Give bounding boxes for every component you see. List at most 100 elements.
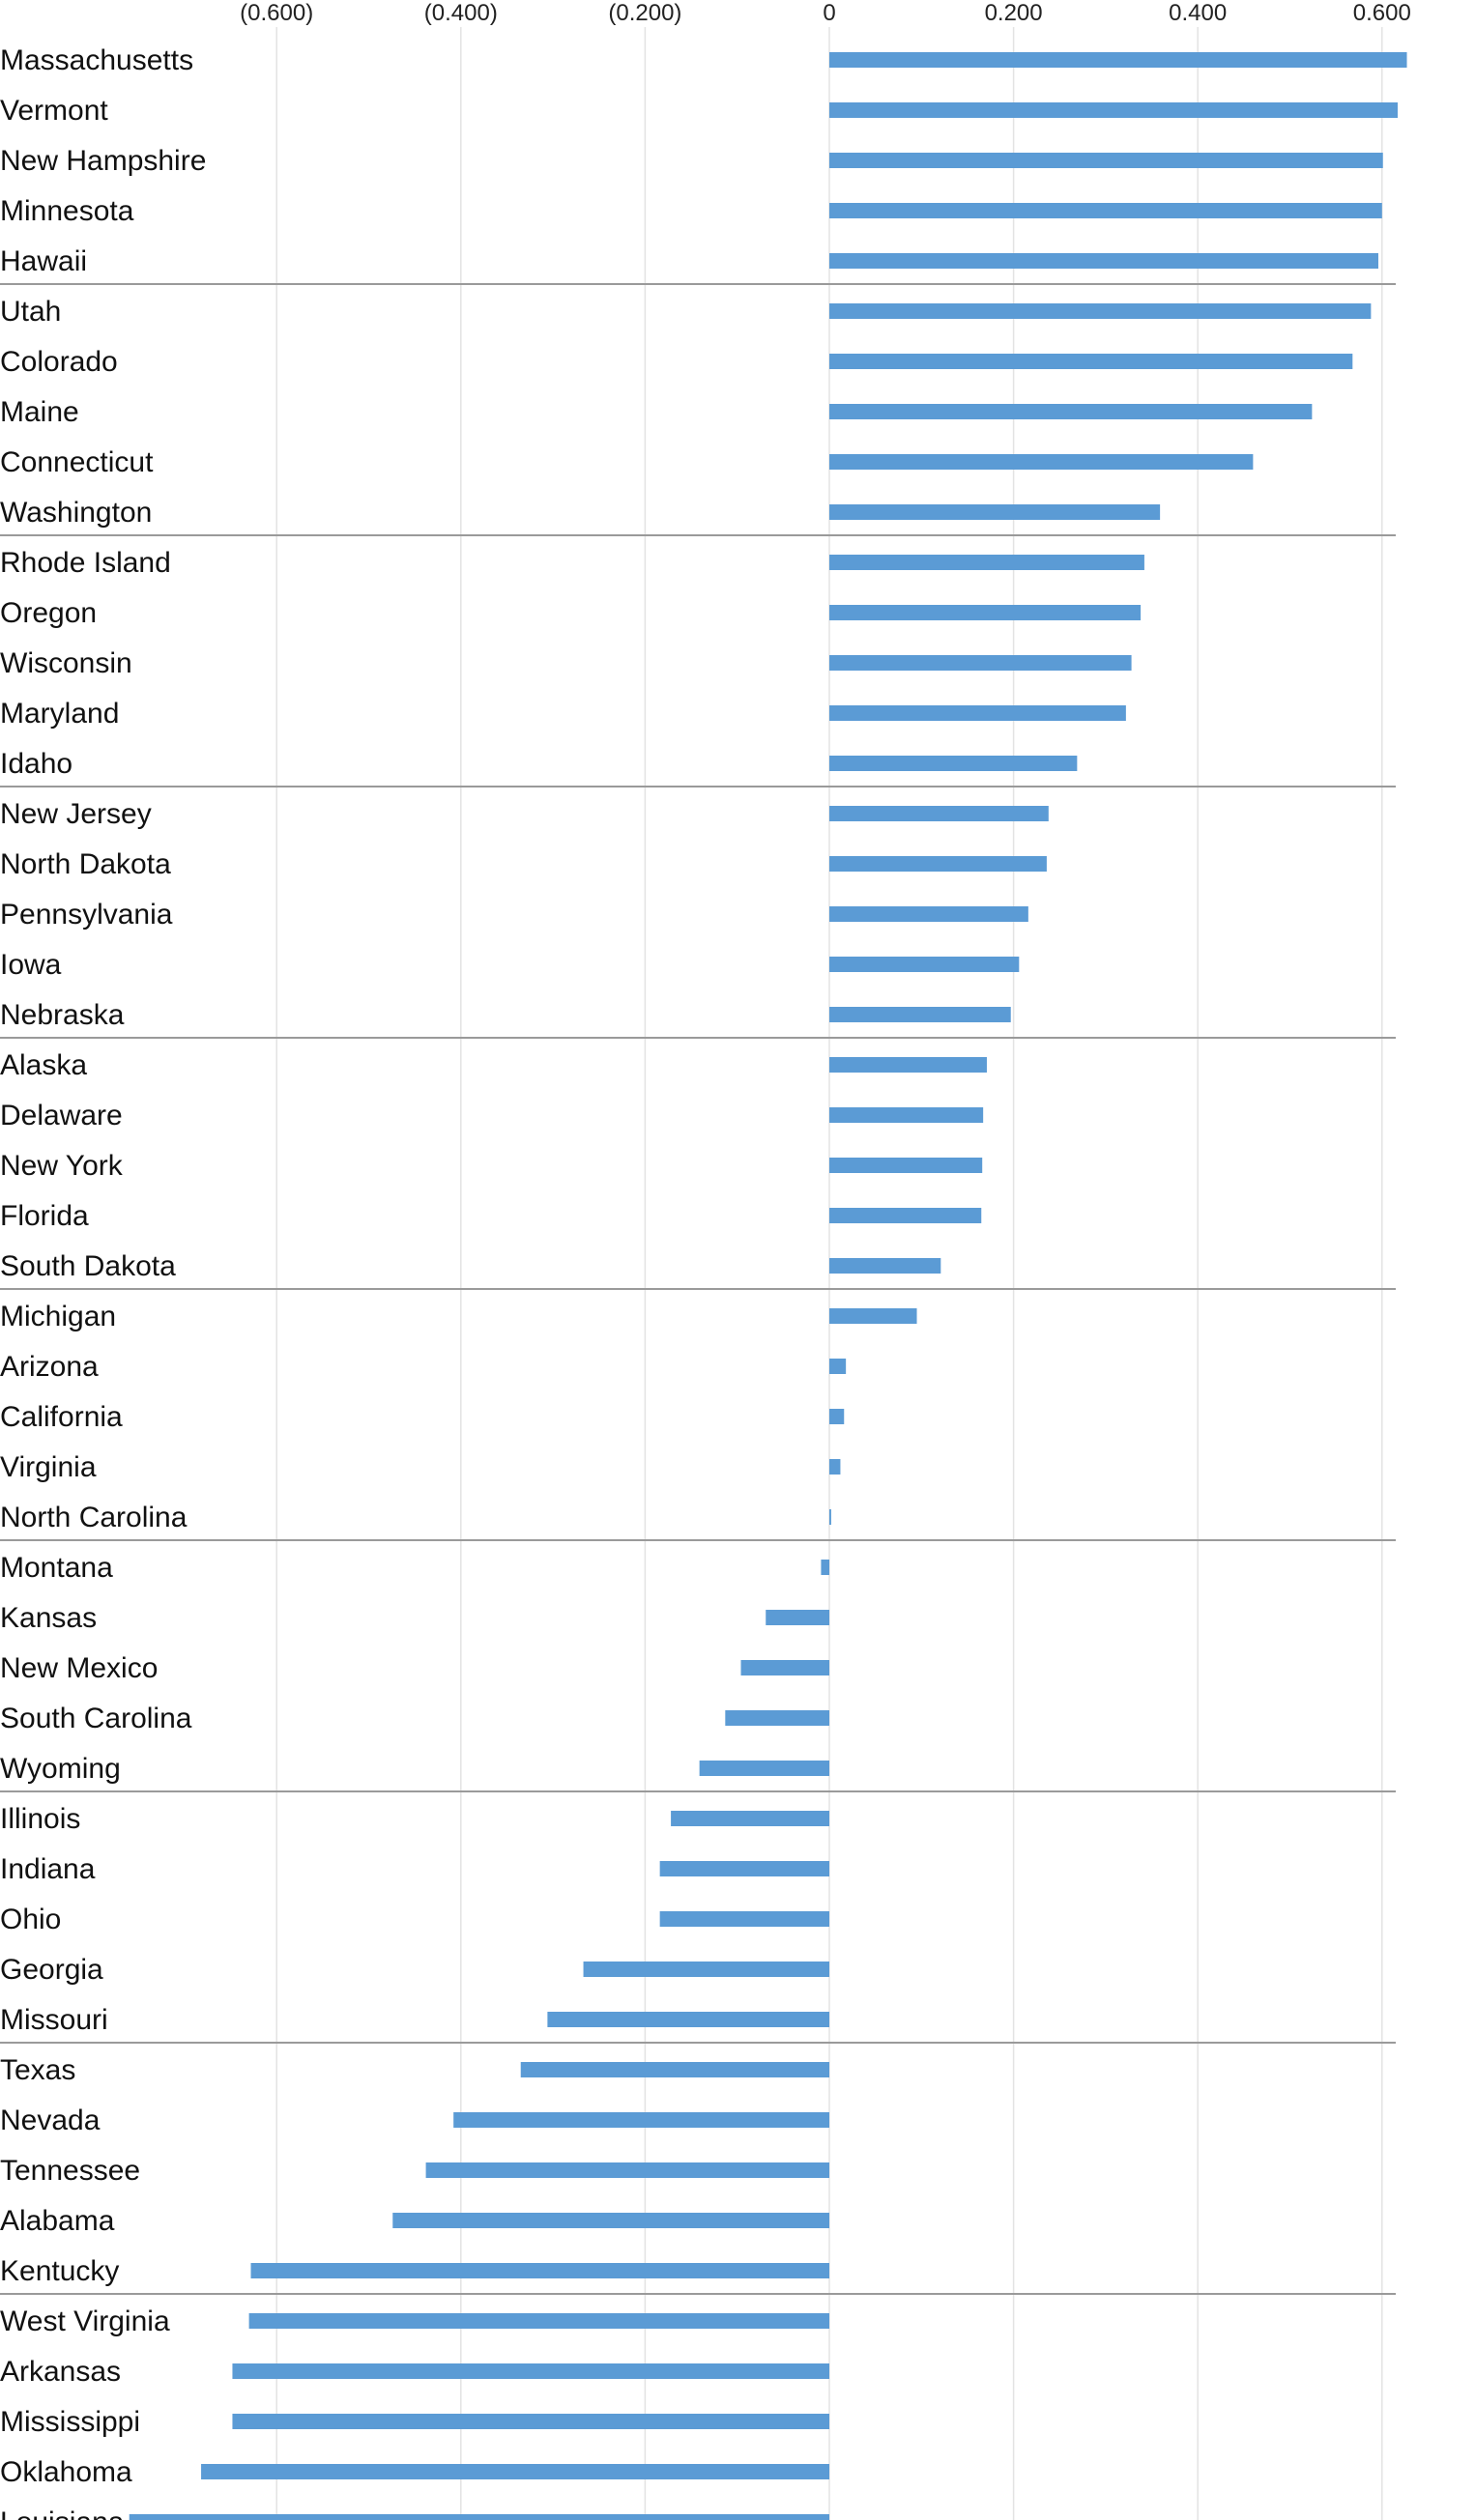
bar-delaware xyxy=(829,1107,984,1123)
bar-new-jersey xyxy=(829,806,1049,821)
category-label: New Jersey xyxy=(0,798,152,830)
x-tick-label: (0.400) xyxy=(424,0,498,26)
category-label: Maryland xyxy=(0,698,119,730)
category-label: Illinois xyxy=(0,1803,80,1835)
category-label: Arizona xyxy=(0,1351,99,1383)
category-label: Tennessee xyxy=(0,2155,140,2187)
category-labels: Massachusetts Vermont New Hampshire Minneso… xyxy=(0,44,206,2520)
x-tick-label: 0.400 xyxy=(1169,0,1227,26)
category-label: Idaho xyxy=(0,748,72,780)
category-label: Montana xyxy=(0,1552,113,1584)
bar-virginia xyxy=(829,1459,841,1475)
bar-minnesota xyxy=(829,203,1382,218)
bar-wisconsin xyxy=(829,655,1132,671)
bar-vermont xyxy=(829,102,1399,118)
bar-west-virginia xyxy=(248,2313,829,2329)
category-label: Minnesota xyxy=(0,195,134,227)
bar-alabama xyxy=(392,2213,829,2228)
bar-idaho xyxy=(829,756,1078,771)
bar-arizona xyxy=(829,1359,847,1374)
bar-montana xyxy=(821,1560,829,1575)
category-label: Rhode Island xyxy=(0,547,171,579)
bar-kentucky xyxy=(250,2263,829,2278)
bar-iowa xyxy=(829,957,1020,972)
category-label: Alaska xyxy=(0,1049,87,1081)
category-label: Virginia xyxy=(0,1451,97,1483)
bar-louisiana xyxy=(129,2514,830,2520)
bar-nevada xyxy=(453,2112,829,2128)
category-label: Oklahoma xyxy=(0,2456,132,2488)
bar-oklahoma xyxy=(201,2464,829,2479)
bar-texas xyxy=(520,2062,829,2077)
category-label: Ohio xyxy=(0,1904,61,1935)
category-label: Maine xyxy=(0,396,79,428)
category-label: Kansas xyxy=(0,1602,97,1634)
bar-south-dakota xyxy=(829,1258,941,1274)
category-label: Indiana xyxy=(0,1853,96,1885)
category-label: New York xyxy=(0,1150,124,1182)
category-label: Utah xyxy=(0,296,61,328)
bars xyxy=(129,52,1407,2520)
bar-nebraska xyxy=(829,1007,1011,1022)
bar-new-hampshire xyxy=(829,153,1383,168)
bar-indiana xyxy=(659,1861,829,1876)
category-label: Massachusetts xyxy=(0,44,193,76)
bar-rhode-island xyxy=(829,555,1144,570)
bar-south-carolina xyxy=(725,1710,829,1726)
category-label: Georgia xyxy=(0,1954,103,1986)
x-tick-label: 0 xyxy=(823,0,835,26)
category-label: South Carolina xyxy=(0,1703,192,1734)
bar-hawaii xyxy=(829,253,1378,269)
category-label: South Dakota xyxy=(0,1250,176,1282)
category-label: Iowa xyxy=(0,949,62,981)
category-label: Colorado xyxy=(0,346,118,378)
x-tick-label: 0.200 xyxy=(985,0,1043,26)
category-label: Oregon xyxy=(0,597,97,629)
category-label: North Dakota xyxy=(0,848,171,880)
category-label: Louisiana xyxy=(0,2506,125,2520)
bar-massachusetts xyxy=(829,52,1407,68)
category-label: Missouri xyxy=(0,2004,108,2036)
bar-new-york xyxy=(829,1158,983,1173)
category-label: Michigan xyxy=(0,1301,116,1332)
category-label: Alabama xyxy=(0,2205,115,2237)
gridlines xyxy=(275,27,1383,2520)
x-tick-label: (0.200) xyxy=(608,0,681,26)
bar-pennsylvania xyxy=(829,906,1028,922)
category-label: North Carolina xyxy=(0,1502,188,1533)
x-axis-ticks: (0.600) (0.400) (0.200) 0 0.200 0.400 0.600 xyxy=(240,0,1411,26)
bar-california xyxy=(829,1409,845,1424)
category-label: Wyoming xyxy=(0,1753,121,1785)
category-label: Arkansas xyxy=(0,2356,121,2388)
bar-mississippi xyxy=(232,2414,829,2429)
bar-florida xyxy=(829,1208,982,1223)
category-label: Washington xyxy=(0,497,152,529)
bar-washington xyxy=(829,504,1161,520)
bar-missouri xyxy=(547,2012,829,2027)
bar-oregon xyxy=(829,605,1142,620)
category-label: New Mexico xyxy=(0,1652,158,1684)
category-label: New Hampshire xyxy=(0,145,206,177)
bar-utah xyxy=(829,303,1372,319)
category-label: Wisconsin xyxy=(0,647,132,679)
bar-illinois xyxy=(671,1811,829,1826)
bar-new-mexico xyxy=(740,1660,829,1675)
category-label: California xyxy=(0,1401,123,1433)
category-label: Nebraska xyxy=(0,999,125,1031)
bar-north-dakota xyxy=(829,856,1047,872)
bar-maine xyxy=(829,404,1313,419)
category-label: Kentucky xyxy=(0,2255,119,2287)
category-label: Delaware xyxy=(0,1100,123,1131)
category-label: West Virginia xyxy=(0,2305,170,2337)
category-label: Mississippi xyxy=(0,2406,140,2438)
bar-maryland xyxy=(829,705,1126,721)
x-tick-label: 0.600 xyxy=(1353,0,1411,26)
bar-kansas xyxy=(766,1610,829,1625)
bar-connecticut xyxy=(829,454,1254,470)
category-label: Pennsylvania xyxy=(0,899,173,931)
category-label: Connecticut xyxy=(0,446,154,478)
group-separators xyxy=(0,283,1396,2295)
category-label: Florida xyxy=(0,1200,89,1232)
